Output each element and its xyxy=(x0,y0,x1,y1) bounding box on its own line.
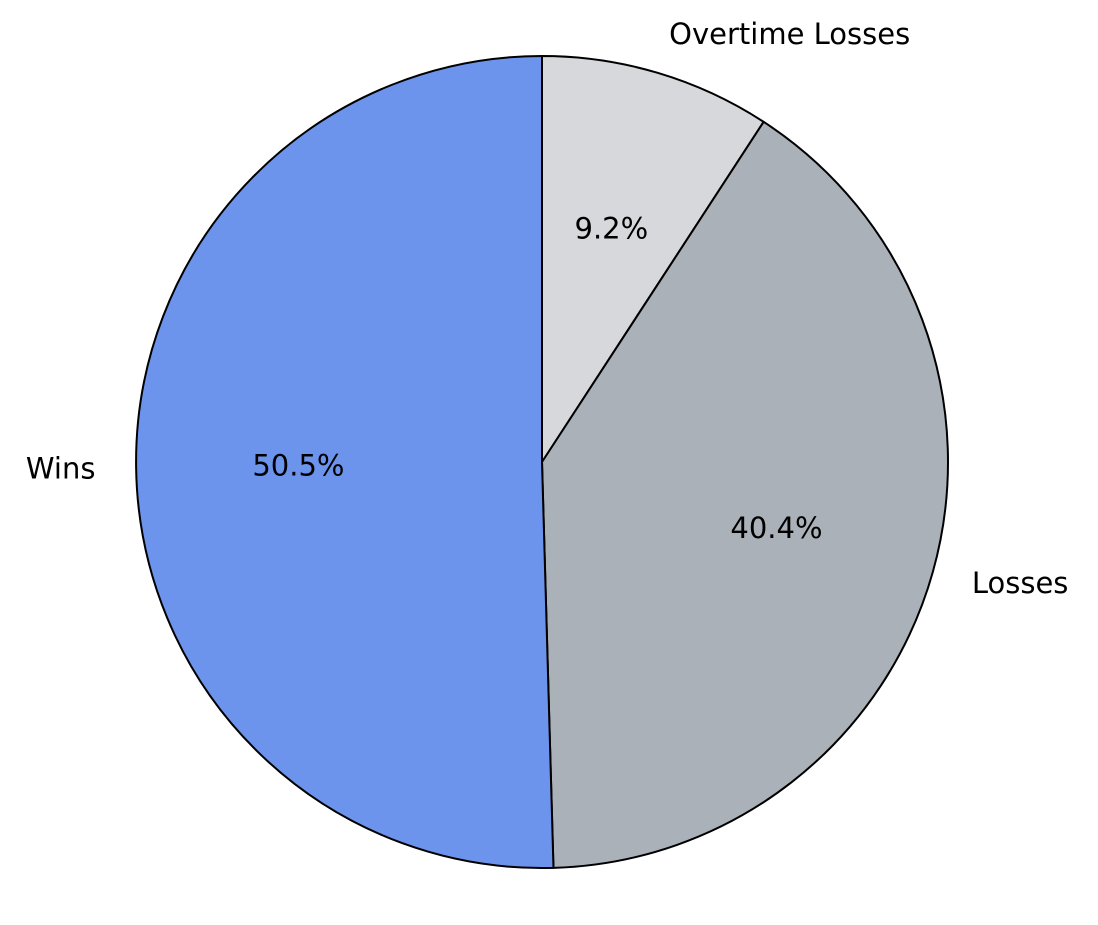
pie-slice-overtime-losses xyxy=(541,55,765,463)
slice-percent-wins: 50.5% xyxy=(252,448,344,482)
slice-label-losses: Losses xyxy=(972,566,1069,600)
slice-label-overtime-losses: Overtime Losses xyxy=(669,17,910,51)
slice-label-wins: Wins xyxy=(26,451,96,485)
pie-slices xyxy=(135,55,949,869)
slice-percent-overtime-losses: 9.2% xyxy=(575,211,649,245)
pie-slice-wins xyxy=(135,55,555,869)
pie-slice-losses xyxy=(541,120,949,869)
slice-percent-losses: 40.4% xyxy=(730,511,822,545)
pie-labels: Overtime Losses 9.2% Losses 40.4% Wins 50.5% xyxy=(26,17,1069,600)
